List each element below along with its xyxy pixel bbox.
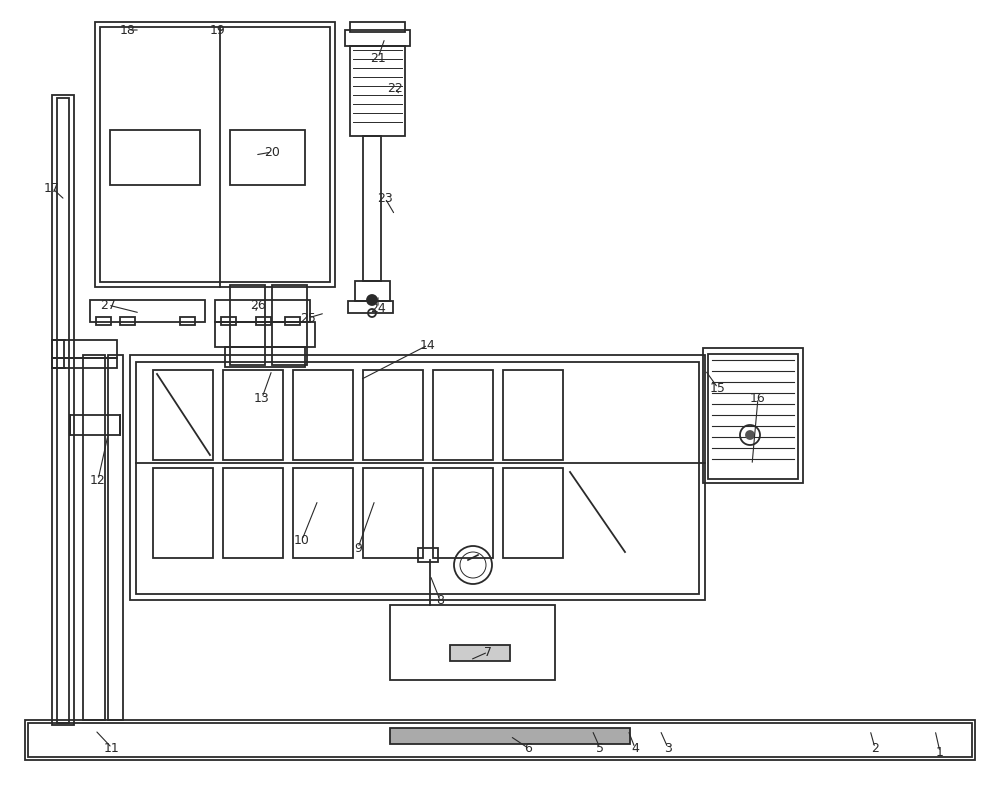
Bar	[215, 300, 310, 322]
Bar	[25, 720, 975, 760]
Bar	[83, 355, 105, 720]
Bar	[355, 281, 390, 301]
Bar	[95, 22, 335, 287]
Text: 2: 2	[871, 742, 879, 754]
Bar	[120, 317, 135, 325]
Bar	[130, 355, 705, 600]
Text: 12: 12	[90, 473, 106, 487]
Bar	[52, 340, 64, 368]
Bar	[96, 317, 111, 325]
Text: 19: 19	[210, 24, 226, 36]
Text: 24: 24	[370, 302, 386, 314]
Text: 17: 17	[44, 182, 60, 194]
Text: 15: 15	[710, 382, 726, 394]
Bar	[153, 370, 213, 460]
Circle shape	[746, 431, 754, 439]
Bar	[293, 468, 353, 558]
Bar	[52, 358, 117, 368]
Bar	[223, 370, 283, 460]
Text: 11: 11	[104, 742, 120, 754]
Bar	[215, 322, 315, 347]
Bar	[433, 468, 493, 558]
Text: 8: 8	[436, 593, 444, 607]
Bar	[390, 728, 630, 744]
Text: 26: 26	[250, 299, 266, 311]
Bar	[256, 317, 271, 325]
Bar	[110, 130, 200, 185]
Text: 6: 6	[524, 742, 532, 754]
Text: 23: 23	[377, 191, 393, 205]
Bar	[100, 27, 330, 282]
Bar	[70, 415, 120, 435]
Text: 3: 3	[664, 742, 672, 754]
Bar	[363, 136, 381, 281]
Bar	[180, 317, 195, 325]
Text: 7: 7	[484, 645, 492, 659]
Bar	[285, 317, 300, 325]
Bar	[108, 355, 123, 720]
Bar	[221, 317, 236, 325]
Bar	[223, 468, 283, 558]
Text: 13: 13	[254, 392, 270, 404]
Bar	[418, 548, 438, 562]
Bar	[52, 95, 74, 725]
Bar	[433, 370, 493, 460]
Text: 25: 25	[300, 311, 316, 325]
Bar	[230, 130, 305, 185]
Text: 4: 4	[631, 742, 639, 754]
Text: 14: 14	[420, 338, 436, 352]
Bar	[57, 98, 69, 723]
Text: 18: 18	[120, 24, 136, 36]
Bar	[503, 370, 563, 460]
Text: 5: 5	[596, 742, 604, 754]
Text: 16: 16	[750, 392, 766, 404]
Text: 22: 22	[387, 81, 403, 95]
Bar	[350, 22, 405, 32]
Text: 1: 1	[936, 746, 944, 758]
Bar	[708, 354, 798, 479]
Bar	[230, 285, 265, 365]
Text: 10: 10	[294, 533, 310, 547]
Circle shape	[367, 295, 377, 305]
Bar	[28, 723, 972, 757]
Bar	[390, 605, 555, 680]
Bar	[293, 370, 353, 460]
Bar	[703, 348, 803, 483]
Bar	[52, 340, 117, 358]
Bar	[90, 300, 205, 322]
Bar	[153, 468, 213, 558]
Bar	[363, 468, 423, 558]
Bar	[503, 468, 563, 558]
Text: 27: 27	[100, 299, 116, 311]
Bar	[136, 362, 699, 594]
Bar	[450, 645, 510, 661]
Bar	[225, 347, 305, 367]
Bar	[363, 370, 423, 460]
Text: 21: 21	[370, 51, 386, 65]
Bar	[272, 285, 307, 365]
Text: 20: 20	[264, 145, 280, 159]
Bar	[350, 46, 405, 136]
Text: 9: 9	[354, 541, 362, 555]
Bar	[345, 30, 410, 46]
Bar	[348, 301, 393, 313]
